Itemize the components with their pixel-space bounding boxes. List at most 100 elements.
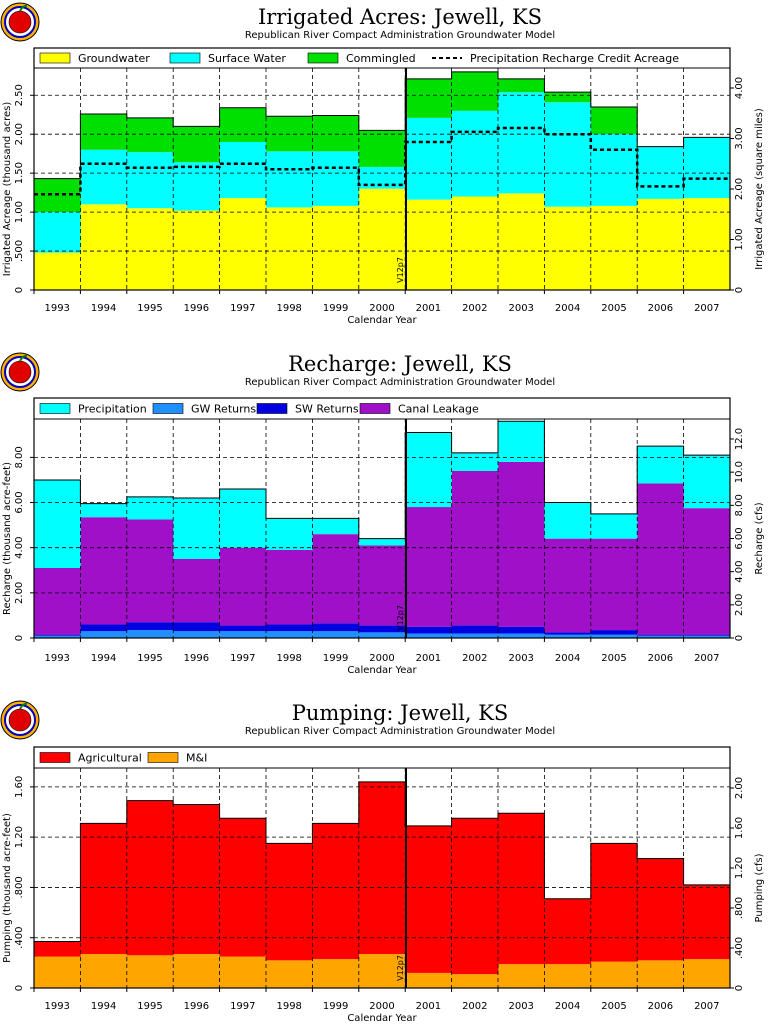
year-label: 1997 — [230, 653, 255, 664]
year-label: 2006 — [648, 303, 673, 314]
y-tick-label: 2.00 — [14, 582, 25, 604]
bar-commingled — [80, 113, 128, 150]
bar-canal_leakage — [544, 538, 592, 633]
year-label: 1997 — [230, 1001, 255, 1012]
bar-sw_returns — [34, 634, 81, 636]
bar-surface_water — [173, 162, 220, 211]
year-label: 2002 — [462, 1001, 487, 1012]
legend-swatch-gw_returns — [152, 403, 184, 414]
x-axis-label: Calendar Year — [347, 665, 417, 676]
bar-gw_returns — [683, 635, 731, 638]
y-tick-label: .400 — [14, 927, 25, 949]
y-tick-label: 0 — [14, 985, 25, 991]
y-tick-label: 2.00 — [14, 123, 25, 145]
bar-groundwater — [219, 198, 267, 290]
bar-surface_water — [80, 149, 128, 205]
y-right-tick-label: 1.60 — [734, 817, 745, 839]
year-label: 2007 — [694, 303, 719, 314]
bar-precipitation — [498, 421, 545, 462]
bar-sw_returns — [498, 626, 545, 634]
bar-sw_returns — [219, 625, 267, 632]
bar-groundwater — [126, 208, 174, 290]
chart-subtitle: Republican River Compact Administration … — [245, 30, 555, 41]
bar-gw_returns — [358, 632, 406, 638]
bar-canal_leakage — [683, 508, 731, 635]
bar-canal_leakage — [637, 483, 684, 635]
pumping-panel: Pumping: Jewell, KS Republican River Com… — [0, 700, 765, 1024]
year-label: 2006 — [648, 653, 673, 664]
legend-swatch-agricultural — [39, 752, 71, 763]
marker-label: V12p7 — [396, 605, 405, 631]
year-label: 1995 — [137, 1001, 162, 1012]
y-tick-label: 8.00 — [14, 446, 25, 468]
y-tick-label: 0 — [14, 287, 25, 293]
year-label: 2003 — [508, 303, 533, 314]
y-tick-label: 1.50 — [14, 162, 25, 184]
year-label: 1993 — [44, 303, 69, 314]
y-tick-label: 4.00 — [14, 537, 25, 559]
bar-sw_returns — [312, 623, 360, 632]
bar-gw_returns — [312, 631, 360, 638]
year-label: 2004 — [555, 653, 580, 664]
y-tick-label: 0 — [14, 635, 25, 641]
y-right-tick-label: 1.00 — [734, 228, 745, 250]
bar-surface_water — [358, 166, 406, 189]
year-label: 2005 — [601, 303, 626, 314]
bar-agricultural — [80, 823, 128, 955]
bar-agricultural — [173, 804, 220, 955]
bar-precipitation — [173, 498, 220, 559]
year-label: 1995 — [137, 303, 162, 314]
bar-agricultural — [405, 825, 452, 973]
y-axis-label: Recharge (thousand acre-feet) — [2, 462, 13, 615]
y-right-tick-label: 4.00 — [734, 561, 745, 583]
year-label: 1999 — [323, 303, 348, 314]
bar-gw_returns — [266, 631, 313, 638]
bar-surface_water — [126, 152, 174, 209]
bar-mi — [683, 959, 731, 988]
bar-agricultural — [544, 898, 592, 965]
bar-mi — [219, 956, 267, 988]
year-label: 2003 — [508, 653, 533, 664]
year-label: 1998 — [276, 1001, 301, 1012]
bar-canal_leakage — [358, 545, 406, 626]
legend-swatch-groundwater — [39, 52, 71, 64]
bar-commingled — [312, 115, 360, 152]
bar-gw_returns — [173, 631, 220, 638]
bar-mi — [451, 974, 499, 988]
bar-sw_returns — [80, 624, 128, 632]
bar-commingled — [219, 107, 267, 142]
year-label: 2003 — [508, 1001, 533, 1012]
bar-precipitation — [637, 446, 684, 484]
bar-surface_water — [683, 137, 731, 199]
bar-precipitation — [266, 518, 313, 550]
bar-gw_returns — [80, 631, 128, 638]
bar-commingled — [405, 78, 452, 118]
y-right-tick-label: .800 — [734, 897, 745, 919]
apple-logo-icon — [0, 352, 40, 392]
year-label: 1995 — [137, 653, 162, 664]
year-label: 1999 — [323, 653, 348, 664]
bar-groundwater — [683, 198, 731, 290]
y-right-tick-label: 6.00 — [734, 527, 745, 549]
bar-commingled — [590, 106, 638, 135]
y-right-tick-label: .400 — [734, 937, 745, 959]
bar-gw_returns — [126, 630, 174, 638]
bar-canal_leakage — [80, 517, 128, 625]
bar-sw_returns — [637, 634, 684, 636]
bar-surface_water — [544, 102, 592, 207]
chart-title: Irrigated Acres: Jewell, KS — [258, 5, 542, 29]
legend-swatch-commingled — [307, 52, 339, 64]
legend-label: Canal Leakage — [398, 403, 479, 416]
bar-mi — [405, 972, 452, 988]
bar-groundwater — [266, 207, 313, 290]
bar-surface_water — [498, 92, 545, 194]
bar-sw_returns — [266, 624, 313, 632]
year-label: 1996 — [184, 303, 209, 314]
bar-commingled — [358, 130, 406, 167]
year-label: 2004 — [555, 1001, 580, 1012]
bar-agricultural — [451, 818, 499, 975]
y-right-axis-label: Irrigated Acreage (square miles) — [754, 108, 765, 270]
bar-mi — [173, 954, 220, 988]
bar-precipitation — [80, 503, 128, 518]
chart-title: Pumping: Jewell, KS — [292, 701, 509, 725]
